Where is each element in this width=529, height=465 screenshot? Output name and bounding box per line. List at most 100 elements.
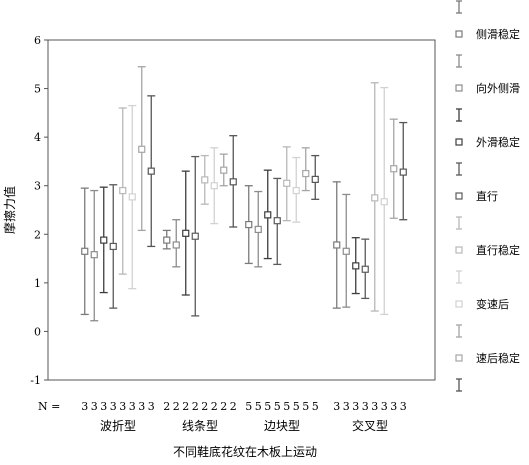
n-value: 3 (81, 400, 88, 413)
mean-marker (182, 229, 190, 237)
legend-marker (455, 192, 463, 200)
mean-marker (100, 236, 108, 244)
mean-marker (311, 175, 319, 183)
series-0 (80, 181, 341, 316)
series-layer (80, 66, 408, 322)
legend-label: 直行 (476, 189, 498, 203)
n-value: 5 (283, 400, 290, 413)
category-label: 边块型 (264, 419, 300, 433)
n-value: 5 (302, 400, 309, 413)
mean-marker (390, 165, 398, 173)
n-value: 2 (201, 400, 208, 413)
legend-marker (455, 30, 463, 38)
series-3 (109, 155, 370, 317)
legend-marker (455, 246, 463, 254)
mean-marker (229, 178, 237, 186)
x-axis-title: 不同鞋底花纹在木板上运动 (173, 444, 317, 459)
n-value: 2 (163, 400, 170, 413)
series-1 (90, 189, 351, 322)
series-5 (128, 86, 389, 316)
mean-marker (399, 168, 407, 176)
series-2 (99, 169, 360, 296)
n-value: 2 (211, 400, 218, 413)
mean-marker (81, 247, 89, 255)
mean-marker (302, 169, 310, 178)
mean-marker (245, 220, 253, 229)
n-value: 3 (343, 400, 350, 413)
legend-line-symbol (456, 324, 462, 338)
n-value: 3 (91, 400, 98, 413)
n-value: 3 (362, 400, 369, 413)
n-value: 5 (293, 400, 300, 413)
mean-marker (147, 167, 155, 175)
legend-label: 外滑稳定 (476, 135, 520, 149)
n-value: 5 (264, 400, 271, 413)
n-value: 3 (371, 400, 378, 413)
legend-line-symbol (456, 216, 462, 230)
legend-marker (455, 354, 463, 362)
legend-marker (455, 300, 463, 308)
mean-marker (119, 186, 127, 195)
n-value: 3 (119, 400, 126, 413)
series-7 (147, 95, 408, 248)
mean-marker (201, 176, 209, 184)
y-tick-label: 4 (34, 131, 41, 144)
y-tick-label: 0 (34, 325, 41, 338)
n-value: 5 (245, 400, 252, 413)
series-4 (118, 82, 379, 312)
plot-area (47, 39, 436, 381)
legend-label: 侧滑稳定 (476, 27, 520, 41)
y-tick-label: 3 (34, 180, 41, 193)
y-tick-label: 1 (34, 277, 41, 290)
mean-marker (210, 182, 218, 190)
mean-marker (380, 198, 388, 206)
mean-marker (109, 242, 117, 251)
n-value: 2 (220, 400, 227, 413)
n-value: 3 (100, 400, 107, 413)
mean-marker (264, 211, 272, 219)
legend-line-symbol (456, 0, 462, 14)
legend-line-symbol (456, 162, 462, 176)
n-value: 5 (255, 400, 262, 413)
legend-marker (455, 84, 463, 92)
n-value: 5 (312, 400, 319, 413)
n-value: 3 (138, 400, 145, 413)
mean-marker (138, 145, 146, 153)
y-axis: -1 0 1 2 3 4 5 6 (30, 34, 48, 387)
y-axis-title: 摩擦力值 (2, 186, 17, 234)
mean-marker (90, 251, 98, 259)
n-value: 3 (110, 400, 117, 413)
legend-line-symbol (456, 270, 462, 284)
y-tick-label: 6 (34, 34, 41, 47)
category-label: 交叉型 (352, 418, 388, 433)
n-value: 2 (182, 400, 189, 413)
legend-label: 直行稳定 (476, 243, 520, 257)
n-value: 3 (400, 400, 407, 413)
legend-line-symbol (456, 108, 462, 122)
mean-marker (361, 265, 369, 273)
mean-marker (254, 225, 262, 234)
mean-marker (172, 241, 180, 249)
legend-line-symbol (456, 54, 462, 68)
mean-marker (273, 217, 281, 225)
n-value: 3 (352, 400, 359, 413)
mean-marker (292, 186, 300, 195)
n-value: 5 (274, 400, 281, 413)
n-value: 2 (230, 400, 237, 413)
y-tick-label: -1 (30, 374, 41, 387)
legend-label: 速后稳定 (476, 351, 520, 365)
legend-label: 变速后 (476, 297, 509, 311)
n-value: 3 (333, 400, 340, 413)
mean-marker (342, 247, 350, 255)
n-value: 3 (390, 400, 397, 413)
n-value: 3 (148, 400, 155, 413)
n-value: 2 (192, 400, 199, 413)
mean-marker (352, 262, 360, 270)
legend-label: 向外侧滑 (476, 81, 520, 95)
series-6 (137, 66, 398, 232)
n-row-label: N = (38, 400, 60, 413)
n-value: 3 (381, 400, 388, 413)
mean-marker (333, 241, 341, 249)
